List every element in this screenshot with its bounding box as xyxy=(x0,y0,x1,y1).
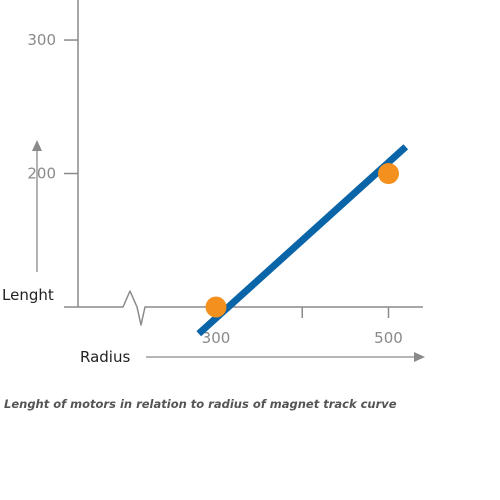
series-line-0 xyxy=(196,144,409,337)
x-axis-title: Radius xyxy=(80,348,130,366)
y-axis-arrow-head xyxy=(32,140,42,151)
data-point-1 xyxy=(378,163,399,185)
y-ticks: 300 200 xyxy=(27,31,78,308)
y-axis-title-group: Lenght xyxy=(2,140,54,304)
data-point-0 xyxy=(205,296,227,318)
x-tick-label-2: 500 xyxy=(374,329,403,347)
x-ticks: 300 500 xyxy=(202,307,403,347)
x-axis-title-group: Radius xyxy=(80,348,425,366)
x-tick-label-0: 300 xyxy=(202,329,231,347)
series xyxy=(196,144,409,337)
y-tick-label-1: 200 xyxy=(27,165,56,183)
axes xyxy=(77,0,423,326)
y-tick-label-0: 300 xyxy=(27,31,56,49)
chart-caption: Lenght of motors in relation to radius o… xyxy=(4,397,397,411)
y-axis-title: Lenght xyxy=(2,286,54,304)
x-axis-break-line xyxy=(78,290,423,326)
x-axis-arrow-head xyxy=(414,352,425,362)
